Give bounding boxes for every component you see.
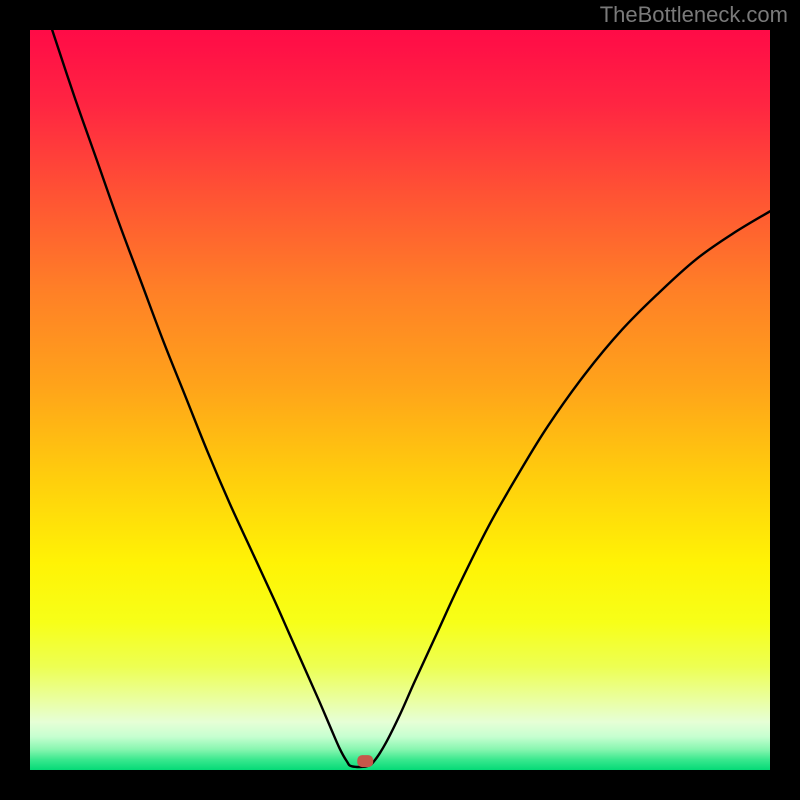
watermark-text: TheBottleneck.com (600, 2, 788, 28)
chart-container: TheBottleneck.com (0, 0, 800, 800)
bottleneck-chart (30, 30, 770, 770)
chart-background (30, 30, 770, 770)
current-point-marker (357, 755, 373, 767)
